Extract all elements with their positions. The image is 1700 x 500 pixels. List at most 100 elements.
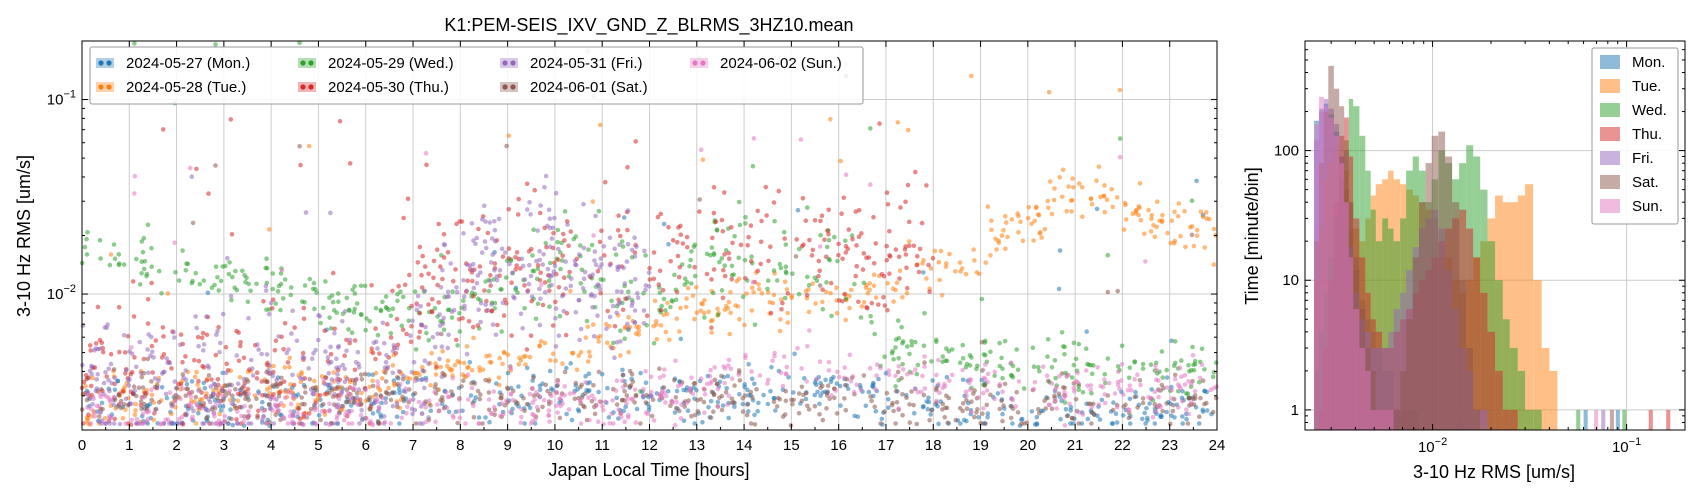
scatter-point <box>861 280 867 286</box>
scatter-point <box>963 271 969 277</box>
scatter-point <box>817 244 823 249</box>
scatter-point <box>336 365 342 370</box>
scatter-point <box>690 293 696 299</box>
scatter-point <box>500 300 506 306</box>
scatter-point <box>1109 187 1114 192</box>
scatter-point <box>218 278 224 284</box>
scatter-point <box>633 139 638 144</box>
scatter-point <box>417 244 423 250</box>
scatter-point <box>84 236 89 242</box>
scatter-x-tick-label: 15 <box>783 437 800 454</box>
scatter-point <box>589 292 594 297</box>
scatter-point <box>1059 330 1065 335</box>
scatter-point <box>863 285 869 291</box>
scatter-point <box>896 356 901 361</box>
scatter-point <box>749 369 754 374</box>
scatter-point <box>316 413 322 418</box>
scatter-point <box>737 392 742 397</box>
scatter-point <box>336 344 342 349</box>
histogram-legend-item: Sat. <box>1600 174 1659 191</box>
scatter-x-tick-label: 13 <box>688 437 705 454</box>
scatter-point <box>102 325 108 330</box>
scatter-point <box>1083 368 1089 373</box>
scatter-point <box>555 383 560 388</box>
scatter-point <box>722 252 727 257</box>
scatter-point <box>626 326 631 332</box>
scatter-point <box>102 416 108 421</box>
scatter-point <box>145 222 151 228</box>
histogram-y-axis-label: Time [minute/bin] <box>1242 167 1262 304</box>
scatter-point <box>546 412 551 418</box>
scatter-point <box>643 253 648 258</box>
scatter-point <box>419 285 425 290</box>
scatter-point <box>698 308 703 314</box>
scatter-point <box>321 401 326 407</box>
scatter-point <box>743 352 748 358</box>
histogram-bar <box>1348 257 1354 430</box>
scatter-point <box>469 367 475 373</box>
scatter-point <box>163 391 169 397</box>
scatter-point <box>1112 391 1118 396</box>
scatter-point <box>782 236 787 241</box>
scatter-point <box>490 322 496 327</box>
scatter-point <box>845 246 851 252</box>
scatter-point <box>578 384 583 390</box>
scatter-point <box>1164 401 1169 406</box>
scatter-point <box>483 219 488 224</box>
scatter-point <box>602 399 608 405</box>
scatter-point <box>646 407 652 413</box>
scatter-point <box>118 401 123 406</box>
histogram-bar <box>1533 280 1542 430</box>
scatter-point <box>559 258 565 263</box>
scatter-point <box>547 358 553 363</box>
scatter-point <box>878 421 883 426</box>
scatter-point <box>869 320 874 325</box>
scatter-point <box>278 281 284 287</box>
scatter-point <box>1165 230 1170 236</box>
scatter-point <box>504 385 510 391</box>
scatter-point <box>1213 395 1219 401</box>
scatter-point <box>604 326 609 332</box>
scatter-point <box>820 417 826 423</box>
scatter-point <box>93 388 99 394</box>
scatter-point <box>816 258 822 264</box>
legend-marker-dot <box>700 60 706 66</box>
scatter-point <box>519 407 524 412</box>
scatter-point <box>719 407 725 413</box>
scatter-point <box>538 270 543 276</box>
scatter-point <box>591 334 597 339</box>
scatter-point <box>1153 409 1159 414</box>
scatter-point <box>907 420 913 425</box>
scatter-point <box>746 362 751 367</box>
scatter-point <box>868 394 873 399</box>
scatter-point <box>217 349 222 355</box>
scatter-point <box>1202 245 1207 250</box>
scatter-point <box>452 362 458 368</box>
scatter-point <box>254 376 260 381</box>
scatter-point <box>235 409 240 414</box>
scatter-point <box>448 261 454 266</box>
histogram-bar <box>1594 409 1599 430</box>
scatter-point <box>483 302 489 308</box>
scatter-point <box>1000 375 1005 381</box>
scatter-point <box>937 277 942 283</box>
scatter-point <box>169 366 174 371</box>
histogram-bar <box>1517 370 1526 430</box>
scatter-point <box>434 364 439 370</box>
scatter-x-tick-label: 22 <box>1114 437 1131 454</box>
scatter-point <box>436 387 442 393</box>
scatter-point <box>814 376 820 382</box>
scatter-point <box>960 342 965 348</box>
scatter-point <box>1014 389 1019 395</box>
scatter-point <box>248 288 253 294</box>
scatter-point <box>222 414 228 419</box>
scatter-point <box>782 295 788 301</box>
scatter-point <box>490 252 496 257</box>
scatter-point <box>659 393 664 399</box>
legend-marker-dot <box>692 60 698 66</box>
scatter-point <box>1073 397 1079 402</box>
histogram-legend-swatch <box>1600 79 1620 93</box>
scatter-point <box>992 396 997 402</box>
scatter-point <box>685 245 690 250</box>
scatter-point <box>944 374 950 380</box>
